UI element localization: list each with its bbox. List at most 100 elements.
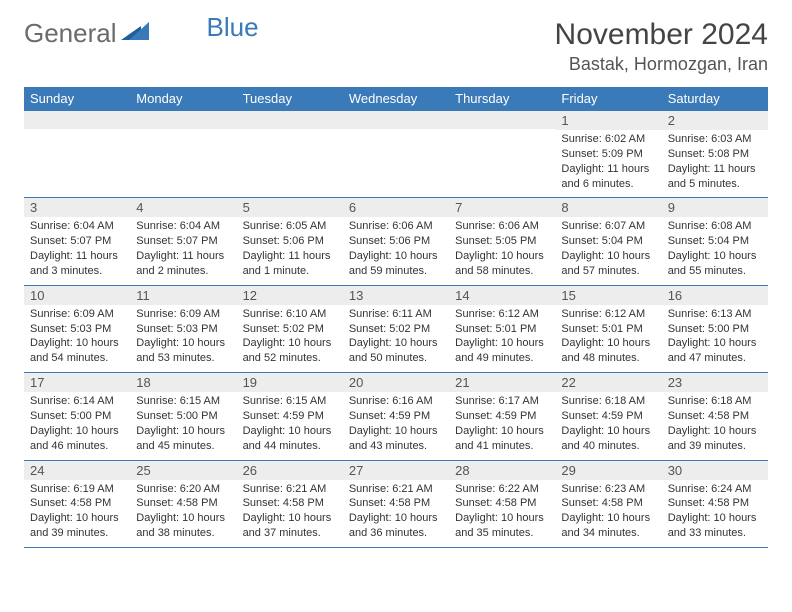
day-number: 19 [237, 373, 343, 392]
day-number: 6 [343, 198, 449, 217]
day-body [130, 129, 236, 137]
logo-text-general: General [24, 18, 117, 49]
daylight-text: Daylight: 11 hours and 5 minutes. [668, 162, 762, 192]
sunset-text: Sunset: 5:07 PM [30, 234, 124, 249]
day-number: 20 [343, 373, 449, 392]
sunrise-text: Sunrise: 6:14 AM [30, 394, 124, 409]
sunset-text: Sunset: 5:01 PM [561, 322, 655, 337]
day-body: Sunrise: 6:06 AMSunset: 5:05 PMDaylight:… [449, 217, 555, 284]
sunrise-text: Sunrise: 6:09 AM [136, 307, 230, 322]
day-number: 12 [237, 286, 343, 305]
day-cell: 25Sunrise: 6:20 AMSunset: 4:58 PMDayligh… [130, 460, 236, 547]
day-number: 29 [555, 461, 661, 480]
sunrise-text: Sunrise: 6:05 AM [243, 219, 337, 234]
daylight-text: Daylight: 10 hours and 52 minutes. [243, 336, 337, 366]
day-number: 18 [130, 373, 236, 392]
sunset-text: Sunset: 5:06 PM [243, 234, 337, 249]
day-cell: 5 Sunrise: 6:05 AMSunset: 5:06 PMDaylight… [237, 198, 343, 285]
sunset-text: Sunset: 5:03 PM [30, 322, 124, 337]
day-cell: 6Sunrise: 6:06 AMSunset: 5:06 PMDaylight… [343, 198, 449, 285]
day-number: 2 [662, 111, 768, 130]
day-number: 1 [555, 111, 661, 130]
sunrise-text: Sunrise: 6:15 AM [243, 394, 337, 409]
daylight-text: Daylight: 10 hours and 46 minutes. [30, 424, 124, 454]
day-number: 28 [449, 461, 555, 480]
day-body: Sunrise: 6:20 AMSunset: 4:58 PMDaylight:… [130, 480, 236, 547]
sunset-text: Sunset: 4:58 PM [668, 409, 762, 424]
sunset-text: Sunset: 5:08 PM [668, 147, 762, 162]
day-body [343, 129, 449, 137]
daylight-text: Daylight: 10 hours and 34 minutes. [561, 511, 655, 541]
day-number: 5 [237, 198, 343, 217]
sunset-text: Sunset: 5:04 PM [668, 234, 762, 249]
sunrise-text: Sunrise: 6:04 AM [30, 219, 124, 234]
day-cell: 24Sunrise: 6:19 AMSunset: 4:58 PMDayligh… [24, 460, 130, 547]
sunset-text: Sunset: 4:58 PM [455, 496, 549, 511]
day-body: Sunrise: 6:10 AMSunset: 5:02 PMDaylight:… [237, 305, 343, 372]
day-body: Sunrise: 6:02 AMSunset: 5:09 PMDaylight:… [555, 130, 661, 197]
day-cell: 10Sunrise: 6:09 AMSunset: 5:03 PMDayligh… [24, 285, 130, 372]
sunrise-text: Sunrise: 6:17 AM [455, 394, 549, 409]
sunset-text: Sunset: 5:04 PM [561, 234, 655, 249]
day-cell: 27Sunrise: 6:21 AMSunset: 4:58 PMDayligh… [343, 460, 449, 547]
day-cell: 3Sunrise: 6:04 AMSunset: 5:07 PMDaylight… [24, 198, 130, 285]
sunrise-text: Sunrise: 6:21 AM [243, 482, 337, 497]
day-cell [343, 111, 449, 198]
day-number: 8 [555, 198, 661, 217]
day-number [130, 111, 236, 129]
week-row: 10Sunrise: 6:09 AMSunset: 5:03 PMDayligh… [24, 285, 768, 372]
location-label: Bastak, Hormozgan, Iran [555, 54, 768, 75]
sunrise-text: Sunrise: 6:06 AM [349, 219, 443, 234]
daylight-text: Daylight: 10 hours and 40 minutes. [561, 424, 655, 454]
day-cell: 26Sunrise: 6:21 AMSunset: 4:58 PMDayligh… [237, 460, 343, 547]
day-number [449, 111, 555, 129]
day-cell: 12Sunrise: 6:10 AMSunset: 5:02 PMDayligh… [237, 285, 343, 372]
sunrise-text: Sunrise: 6:18 AM [561, 394, 655, 409]
daylight-text: Daylight: 11 hours and 3 minutes. [30, 249, 124, 279]
day-body: Sunrise: 6:08 AMSunset: 5:04 PMDaylight:… [662, 217, 768, 284]
sunset-text: Sunset: 4:58 PM [561, 496, 655, 511]
daylight-text: Daylight: 10 hours and 53 minutes. [136, 336, 230, 366]
day-number: 13 [343, 286, 449, 305]
daylight-text: Daylight: 10 hours and 49 minutes. [455, 336, 549, 366]
day-body: Sunrise: 6:21 AMSunset: 4:58 PMDaylight:… [237, 480, 343, 547]
daylight-text: Daylight: 10 hours and 36 minutes. [349, 511, 443, 541]
sunset-text: Sunset: 4:59 PM [455, 409, 549, 424]
sunrise-text: Sunrise: 6:10 AM [243, 307, 337, 322]
day-body: Sunrise: 6:11 AMSunset: 5:02 PMDaylight:… [343, 305, 449, 372]
day-cell: 11Sunrise: 6:09 AMSunset: 5:03 PMDayligh… [130, 285, 236, 372]
day-body: Sunrise: 6:06 AMSunset: 5:06 PMDaylight:… [343, 217, 449, 284]
calendar-table: SundayMondayTuesdayWednesdayThursdayFrid… [24, 87, 768, 548]
sunset-text: Sunset: 4:59 PM [561, 409, 655, 424]
sunset-text: Sunset: 5:00 PM [136, 409, 230, 424]
day-body: Sunrise: 6:15 AMSunset: 5:00 PMDaylight:… [130, 392, 236, 459]
sunrise-text: Sunrise: 6:12 AM [455, 307, 549, 322]
sunrise-text: Sunrise: 6:19 AM [30, 482, 124, 497]
sunrise-text: Sunrise: 6:11 AM [349, 307, 443, 322]
dow-header: Friday [555, 87, 661, 111]
day-cell: 30Sunrise: 6:24 AMSunset: 4:58 PMDayligh… [662, 460, 768, 547]
day-number: 27 [343, 461, 449, 480]
day-body: Sunrise: 6:03 AMSunset: 5:08 PMDaylight:… [662, 130, 768, 197]
day-cell: 17Sunrise: 6:14 AMSunset: 5:00 PMDayligh… [24, 373, 130, 460]
day-number [24, 111, 130, 129]
day-body [24, 129, 130, 137]
sunrise-text: Sunrise: 6:15 AM [136, 394, 230, 409]
daylight-text: Daylight: 11 hours and 1 minute. [243, 249, 337, 279]
day-cell: 28Sunrise: 6:22 AMSunset: 4:58 PMDayligh… [449, 460, 555, 547]
day-body: Sunrise: 6:07 AMSunset: 5:04 PMDaylight:… [555, 217, 661, 284]
daylight-text: Daylight: 11 hours and 6 minutes. [561, 162, 655, 192]
day-number: 26 [237, 461, 343, 480]
sunrise-text: Sunrise: 6:12 AM [561, 307, 655, 322]
daylight-text: Daylight: 10 hours and 43 minutes. [349, 424, 443, 454]
sunset-text: Sunset: 5:01 PM [455, 322, 549, 337]
week-row: 3Sunrise: 6:04 AMSunset: 5:07 PMDaylight… [24, 198, 768, 285]
day-cell: 7Sunrise: 6:06 AMSunset: 5:05 PMDaylight… [449, 198, 555, 285]
day-of-week-row: SundayMondayTuesdayWednesdayThursdayFrid… [24, 87, 768, 111]
day-cell: 2Sunrise: 6:03 AMSunset: 5:08 PMDaylight… [662, 111, 768, 198]
day-body: Sunrise: 6:22 AMSunset: 4:58 PMDaylight:… [449, 480, 555, 547]
dow-header: Saturday [662, 87, 768, 111]
sunrise-text: Sunrise: 6:24 AM [668, 482, 762, 497]
sunrise-text: Sunrise: 6:16 AM [349, 394, 443, 409]
day-body: Sunrise: 6:24 AMSunset: 4:58 PMDaylight:… [662, 480, 768, 547]
